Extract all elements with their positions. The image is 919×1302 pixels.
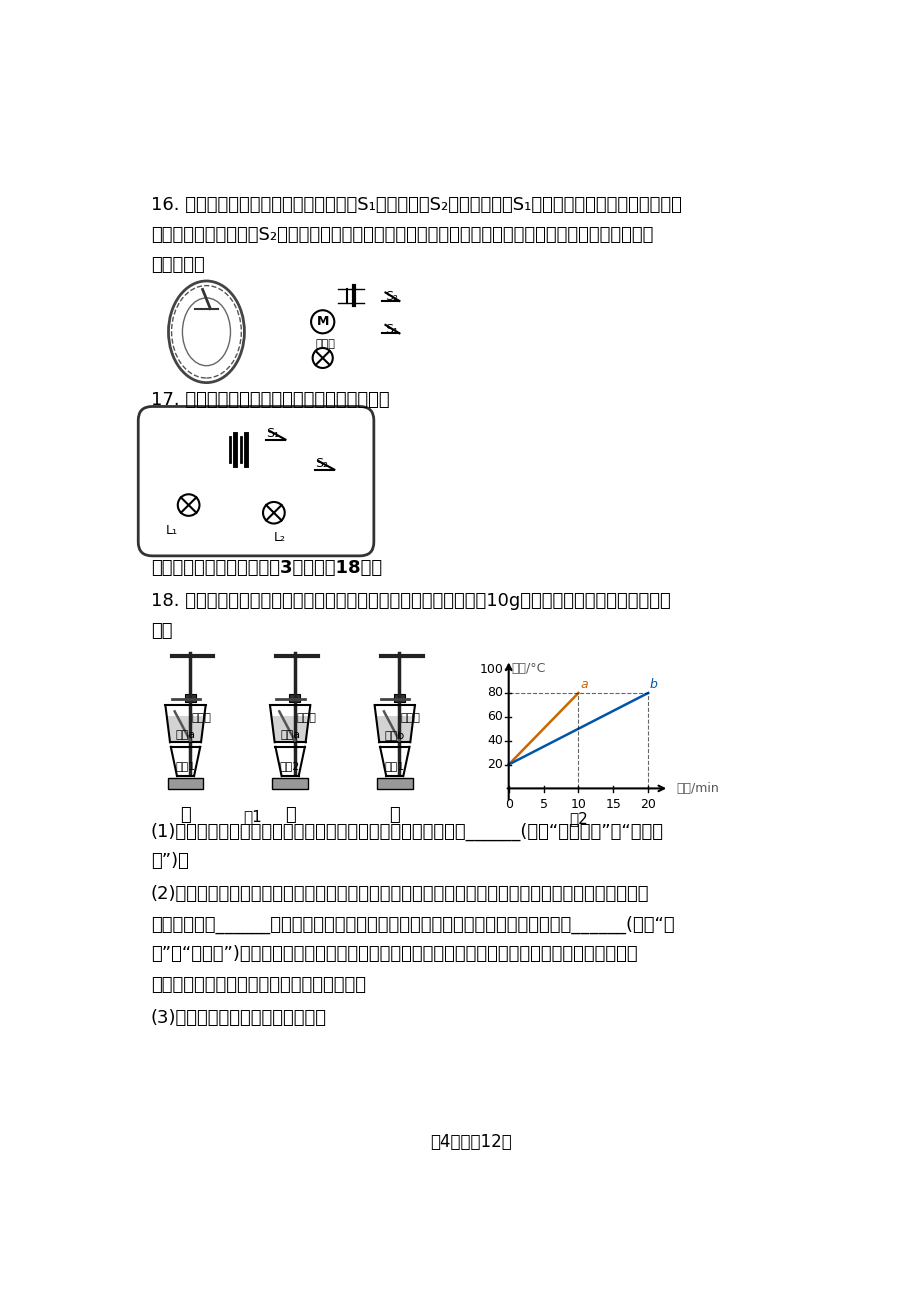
- Text: 燃料1: 燃料1: [384, 760, 404, 771]
- Text: (1)实验时组装如图甲、乙、丙所示的装置时，正确的安装顺序是______(选填“自上而下”或“自下而: (1)实验时组装如图甲、乙、丙所示的装置时，正确的安装顺序是______(选填“…: [151, 823, 663, 841]
- Text: 60: 60: [487, 711, 503, 724]
- Text: 100: 100: [479, 663, 503, 676]
- Polygon shape: [270, 716, 309, 741]
- Text: 40: 40: [487, 734, 503, 747]
- Text: 温度计: 温度计: [401, 713, 420, 723]
- Text: 液体a: 液体a: [176, 730, 196, 740]
- Bar: [393, 694, 404, 702]
- Text: 16. 单轮平衡车的电路部分安装电源开关S₁和压力开关S₂，当手动闭合S₁时，指示灯亮起，此时骑行者再: 16. 单轮平衡车的电路部分安装电源开关S₁和压力开关S₂，当手动闭合S₁时，指…: [151, 197, 681, 215]
- Text: 20: 20: [487, 758, 503, 771]
- Bar: [185, 694, 196, 702]
- Text: 燃料2: 燃料2: [279, 760, 300, 771]
- Text: 热値，应选择______两图进行实验；用两个相同规格的烧杯装相等质量的水，取质量______(选填“相: 热値，应选择______两图进行实验；用两个相同规格的烧杯装相等质量的水，取质量…: [151, 915, 674, 934]
- Text: L₂: L₂: [274, 531, 286, 544]
- Text: 图2: 图2: [569, 811, 587, 827]
- Text: S₁: S₁: [384, 323, 397, 336]
- Text: 图1: 图1: [244, 810, 262, 824]
- Bar: [289, 694, 300, 702]
- Bar: [167, 779, 203, 789]
- Text: b: b: [649, 677, 657, 690]
- Text: 上”)；: 上”)；: [151, 853, 188, 870]
- Text: 0: 0: [505, 798, 512, 811]
- Bar: [272, 779, 308, 789]
- Text: 液体b: 液体b: [384, 730, 404, 740]
- Text: 时间/min: 时间/min: [675, 783, 718, 796]
- Text: L₁: L₁: [165, 523, 177, 536]
- Polygon shape: [375, 716, 414, 741]
- Text: M: M: [316, 315, 328, 328]
- Text: 丙: 丙: [389, 806, 400, 824]
- Text: 站立于平衡车踏板上后S₂自动闭合，电动机才能正常启动，平衡车才开始运动。请根据上述要求将电路图: 站立于平衡车踏板上后S₂自动闭合，电动机才能正常启动，平衡车才开始运动。请根据上…: [151, 227, 652, 245]
- Text: 等”或“不相等”)的酒精和碎纸片，分别放入两个燃烧盘中，分别给烧杯加热，直到酒精和碎纸片完全: 等”或“不相等”)的酒精和碎纸片，分别放入两个燃烧盘中，分别给烧杯加热，直到酒精…: [151, 945, 637, 963]
- Text: (2)实验中，燃料完全燃烧放出的热量是通过液体吸热后温度的变化来反映的。本实验要比较不同燃料的: (2)实验中，燃料完全燃烧放出的热量是通过液体吸热后温度的变化来反映的。本实验要…: [151, 885, 649, 904]
- Text: 四、实验探究题：本大题关3小题，円18分。: 四、实验探究题：本大题关3小题，円18分。: [151, 559, 381, 577]
- Text: (3)比较不同物质吸热升温的特点：: (3)比较不同物质吸热升温的特点：: [151, 1009, 326, 1027]
- Text: S₂: S₂: [314, 457, 327, 470]
- Text: a: a: [579, 677, 587, 690]
- Text: 温度计: 温度计: [191, 713, 211, 723]
- Text: 温度计: 温度计: [296, 713, 316, 723]
- Text: 笥4页，全12页: 笥4页，全12页: [430, 1133, 512, 1151]
- Text: 5: 5: [539, 798, 547, 811]
- Text: 燃尽，最终来确定酒精和碎纸片热値的大小；: 燃尽，最终来确定酒精和碎纸片热値的大小；: [151, 975, 365, 993]
- Text: 温度/°C: 温度/°C: [511, 661, 546, 674]
- Polygon shape: [166, 716, 205, 741]
- Text: 17. 在图中，根据实物图，画出相应的电路图。: 17. 在图中，根据实物图，画出相应的电路图。: [151, 391, 389, 409]
- Text: 18. 如图所示，甲、乙、丙三图中的装置完全相同，燃料的质量都是10g，烧杯内的液体质量和初温也相: 18. 如图所示，甲、乙、丙三图中的装置完全相同，燃料的质量都是10g，烧杯内的…: [151, 592, 670, 611]
- Bar: [377, 779, 412, 789]
- Text: 连接完整。: 连接完整。: [151, 256, 204, 275]
- Text: 同。: 同。: [151, 622, 172, 641]
- Text: 乙: 乙: [285, 806, 295, 824]
- Text: 15: 15: [605, 798, 620, 811]
- Text: 甲: 甲: [180, 806, 191, 824]
- Text: 20: 20: [640, 798, 655, 811]
- Text: 10: 10: [570, 798, 585, 811]
- Text: 燃料1: 燃料1: [176, 760, 196, 771]
- Text: S₂: S₂: [384, 290, 397, 303]
- Text: 液体a: 液体a: [279, 730, 300, 740]
- Text: 80: 80: [487, 686, 503, 699]
- Text: S₁: S₁: [266, 427, 278, 440]
- Text: 指示灯: 指示灯: [314, 339, 335, 349]
